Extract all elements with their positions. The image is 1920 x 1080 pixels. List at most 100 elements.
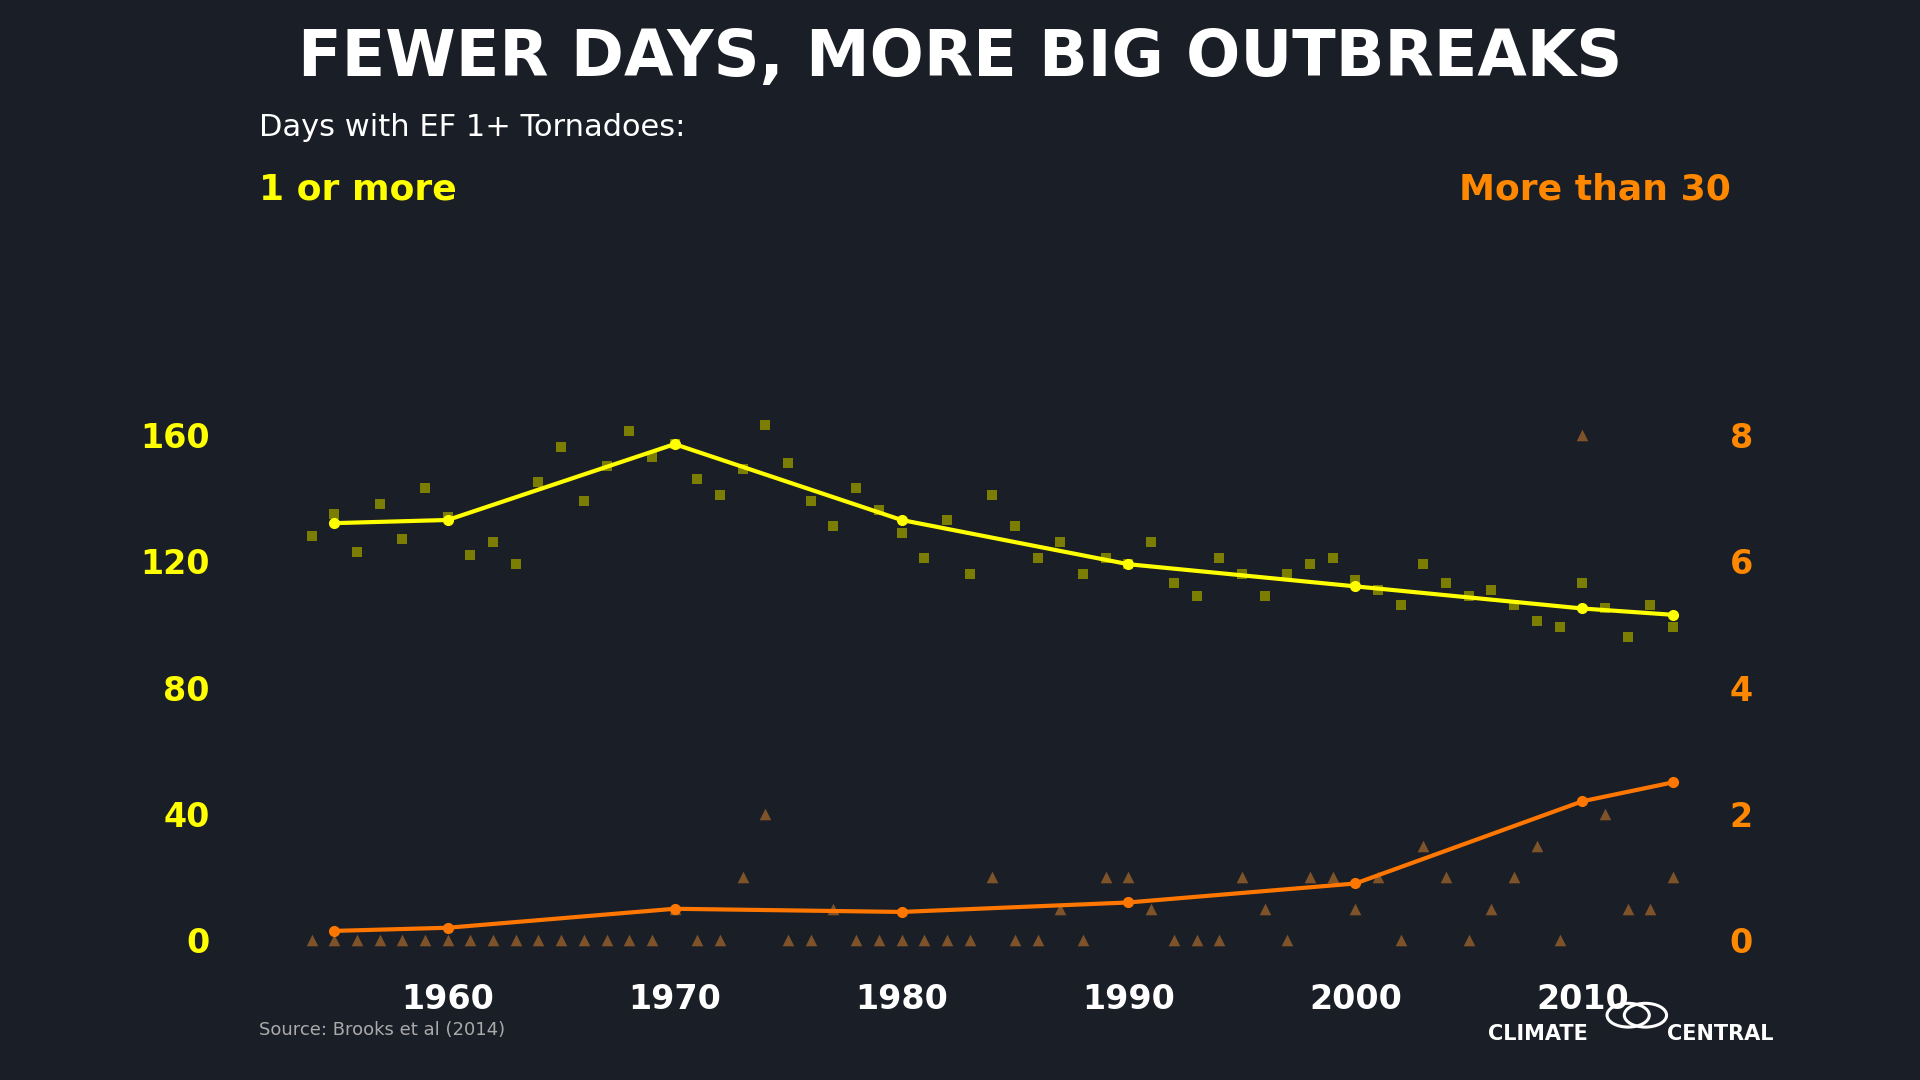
Point (432, 509, 463, 526)
Point (1204, 550, 1235, 567)
Point (1407, 837, 1438, 854)
Point (1613, 900, 1644, 917)
Point (887, 932, 918, 949)
Point (1500, 596, 1530, 613)
Point (545, 932, 576, 949)
Point (1317, 550, 1348, 567)
Point (409, 932, 440, 949)
Point (1091, 868, 1121, 886)
Point (1500, 868, 1530, 886)
Text: Source: Brooks et al (2014): Source: Brooks et al (2014) (259, 1021, 505, 1039)
Point (522, 932, 553, 949)
Point (682, 932, 712, 949)
Point (1317, 868, 1348, 886)
Text: CLIMATE: CLIMATE (1488, 1024, 1588, 1044)
Point (388, 932, 419, 949)
Point (977, 486, 1008, 503)
Point (1250, 900, 1281, 917)
Point (1544, 932, 1574, 949)
Point (1114, 555, 1144, 572)
Point (728, 461, 758, 478)
Point (841, 932, 872, 949)
Point (1386, 932, 1417, 949)
Point (772, 455, 803, 472)
Text: 1 or more: 1 or more (259, 173, 457, 206)
Point (908, 550, 939, 567)
Point (388, 530, 419, 548)
Point (887, 524, 918, 541)
Point (705, 932, 735, 949)
Point (455, 546, 486, 564)
Point (954, 565, 985, 582)
Point (545, 438, 576, 456)
Point (614, 932, 645, 949)
Text: More than 30: More than 30 (1459, 173, 1732, 206)
Point (1613, 629, 1644, 646)
Point (342, 543, 372, 561)
Point (1000, 932, 1031, 949)
Point (954, 932, 985, 949)
Point (1340, 571, 1371, 589)
Point (818, 517, 849, 535)
Point (1021, 550, 1052, 567)
Point (1137, 900, 1167, 917)
Point (1091, 550, 1121, 567)
Point (1181, 588, 1212, 605)
Point (1476, 581, 1507, 598)
Point (522, 473, 553, 490)
Point (365, 496, 396, 513)
Point (501, 555, 532, 572)
Point (772, 932, 803, 949)
Point (455, 932, 486, 949)
Point (1453, 588, 1484, 605)
Point (682, 470, 712, 487)
Point (591, 458, 622, 475)
Point (1386, 596, 1417, 613)
Point (1271, 565, 1302, 582)
Point (1636, 900, 1667, 917)
Point (864, 502, 895, 519)
Point (1567, 575, 1597, 592)
Point (1636, 596, 1667, 613)
Point (1590, 599, 1620, 617)
Point (1430, 575, 1461, 592)
Point (931, 932, 962, 949)
Point (1521, 837, 1551, 854)
Point (1158, 575, 1188, 592)
Point (1521, 612, 1551, 630)
Point (1271, 932, 1302, 949)
Point (1567, 426, 1597, 443)
Text: CENTRAL: CENTRAL (1667, 1024, 1772, 1044)
Text: Days with EF 1+ Tornadoes:: Days with EF 1+ Tornadoes: (259, 113, 685, 143)
Point (1340, 900, 1371, 917)
Point (478, 534, 509, 551)
Point (342, 932, 372, 949)
Point (659, 900, 689, 917)
Point (1294, 868, 1325, 886)
Point (977, 868, 1008, 886)
Point (1227, 565, 1258, 582)
Point (1137, 534, 1167, 551)
Point (1657, 868, 1688, 886)
Point (908, 932, 939, 949)
Point (1204, 932, 1235, 949)
Point (501, 932, 532, 949)
Point (1363, 581, 1394, 598)
Point (637, 448, 668, 465)
Point (1227, 868, 1258, 886)
Point (841, 480, 872, 497)
Point (1544, 619, 1574, 636)
Point (568, 492, 599, 510)
Point (432, 932, 463, 949)
Point (1068, 932, 1098, 949)
Point (795, 492, 826, 510)
Point (319, 932, 349, 949)
Point (296, 527, 326, 544)
Point (591, 932, 622, 949)
Point (1430, 868, 1461, 886)
Point (1590, 806, 1620, 823)
Point (409, 480, 440, 497)
Point (1044, 900, 1075, 917)
Point (1476, 900, 1507, 917)
Point (1250, 588, 1281, 605)
